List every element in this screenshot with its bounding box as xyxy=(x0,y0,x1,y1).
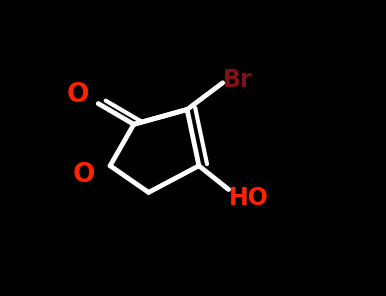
Text: O: O xyxy=(66,82,89,108)
Text: O: O xyxy=(72,162,95,188)
Text: HO: HO xyxy=(229,186,268,210)
Text: Br: Br xyxy=(223,68,252,92)
